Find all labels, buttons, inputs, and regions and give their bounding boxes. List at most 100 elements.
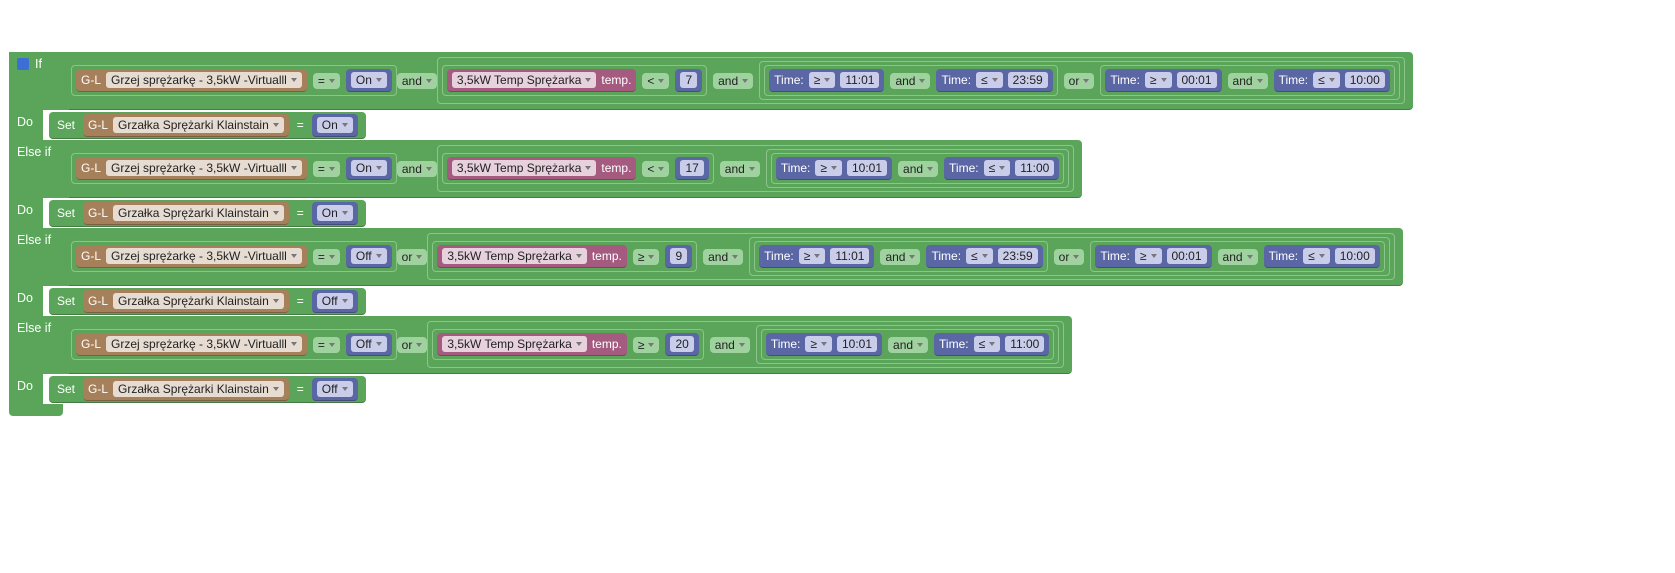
- state-value[interactable]: Off: [350, 248, 387, 264]
- logic-join[interactable]: and: [898, 160, 939, 177]
- logic-join[interactable]: and: [1217, 248, 1258, 265]
- sensor-name[interactable]: 3,5kW Temp Sprężarka: [442, 336, 587, 352]
- time-operator[interactable]: ≤: [1313, 72, 1340, 88]
- time-value[interactable]: 23:59: [1007, 72, 1048, 88]
- logic-join-text: or: [1068, 73, 1080, 88]
- time-operator[interactable]: ≥: [815, 160, 842, 176]
- logic-join-text: and: [885, 249, 906, 264]
- time-value[interactable]: 10:00: [1334, 248, 1375, 264]
- device-prefix: G-L: [81, 161, 102, 175]
- time-label: Time:: [764, 249, 794, 263]
- device-name-text: Grzałka Sprężarki Klainstain: [118, 381, 269, 396]
- sensor-compare: 3,5kW Temp Sprężarka temp. ≥20: [432, 329, 704, 360]
- time-operator[interactable]: ≥: [798, 248, 826, 264]
- time-value[interactable]: 00:01: [1166, 248, 1207, 264]
- time-operator[interactable]: ≥: [1134, 248, 1162, 264]
- sensor-operator[interactable]: <: [642, 160, 670, 177]
- time-value[interactable]: 11:01: [830, 248, 870, 264]
- device-name[interactable]: Grzałka Sprężarki Klainstain: [113, 380, 284, 397]
- logic-join[interactable]: and: [890, 72, 931, 89]
- time-operator[interactable]: ≤: [976, 72, 1003, 88]
- device-name[interactable]: Grzałka Sprężarki Klainstain: [113, 292, 284, 309]
- time-value-text: 00:01: [1171, 249, 1202, 263]
- condition: G-L Grzej sprężarkę - 3,5kW -Virtualll = On…: [69, 140, 1083, 198]
- logic-join[interactable]: or: [1053, 248, 1085, 265]
- time-operator[interactable]: ≥: [805, 336, 832, 352]
- state-value[interactable]: On: [350, 72, 387, 88]
- logic-join[interactable]: and: [888, 336, 929, 353]
- time-value[interactable]: 23:59: [997, 248, 1038, 264]
- settings-icon[interactable]: [17, 58, 29, 70]
- dropdown-arrow: [425, 166, 432, 171]
- dropdown-arrow: [814, 254, 821, 258]
- time-value[interactable]: 11:00: [1015, 160, 1055, 176]
- state-value[interactable]: Off: [316, 380, 353, 397]
- compare-operator[interactable]: =: [312, 160, 340, 177]
- device-name[interactable]: Grzej sprężarkę - 3,5kW -Virtualll: [106, 336, 302, 352]
- time-range: Time: ≥10:01 and Time: ≤11:00: [760, 329, 1055, 360]
- logic-join[interactable]: or: [396, 336, 428, 353]
- logic-join[interactable]: and: [1227, 72, 1268, 89]
- logic-join[interactable]: or: [396, 248, 428, 265]
- sensor-field: temp.: [591, 337, 622, 351]
- device-name[interactable]: Grzej sprężarkę - 3,5kW -Virtualll: [106, 248, 302, 264]
- sensor-operator[interactable]: <: [642, 72, 670, 89]
- sensor-name[interactable]: 3,5kW Temp Sprężarka: [442, 248, 587, 264]
- time-value[interactable]: 11:01: [840, 72, 880, 88]
- keyword-text: Do: [17, 115, 33, 129]
- dropdown-arrow: [648, 342, 655, 347]
- sensor-name[interactable]: 3,5kW Temp Sprężarka: [451, 72, 597, 88]
- state-value[interactable]: On: [316, 116, 353, 133]
- logic-join[interactable]: and: [396, 72, 437, 89]
- time-operator[interactable]: ≥: [1144, 72, 1172, 88]
- time-operator[interactable]: ≥: [808, 72, 836, 88]
- device-compare: G-L Grzej sprężarkę - 3,5kW -Virtualll = On: [71, 153, 397, 184]
- sensor-operator[interactable]: ≥: [632, 248, 660, 265]
- logic-join[interactable]: and: [880, 248, 921, 265]
- sensor-time-group: 3,5kW Temp Sprężarka temp. ≥9 and Time: ≥11:0…: [427, 233, 1395, 280]
- logic-join-text: or: [401, 337, 413, 352]
- device-name[interactable]: Grzej sprężarkę - 3,5kW -Virtualll: [106, 160, 302, 176]
- time-operator[interactable]: ≤: [966, 248, 993, 264]
- dropdown-arrow: [658, 78, 665, 83]
- dropdown-arrow: [981, 254, 988, 258]
- compare-operator[interactable]: =: [312, 72, 340, 89]
- state-block: Off: [311, 377, 358, 401]
- time-operator[interactable]: ≤: [1303, 248, 1330, 264]
- logic-join[interactable]: and: [396, 160, 437, 177]
- keyword-text: Do: [17, 379, 33, 393]
- logic-join[interactable]: and: [719, 160, 760, 177]
- time-value[interactable]: 10:00: [1344, 72, 1385, 88]
- device-name[interactable]: Grzałka Sprężarki Klainstain: [113, 116, 284, 133]
- sensor-name[interactable]: 3,5kW Temp Sprężarka: [451, 160, 597, 176]
- state-value[interactable]: Off: [316, 292, 353, 309]
- time-operator-text: ≥: [820, 161, 827, 175]
- time-operator[interactable]: ≤: [983, 160, 1011, 176]
- device-name[interactable]: Grzałka Sprężarki Klainstain: [113, 204, 284, 221]
- time-value[interactable]: 00:01: [1176, 72, 1217, 88]
- compare-operator[interactable]: =: [312, 336, 340, 353]
- logic-join[interactable]: and: [703, 248, 744, 265]
- dropdown-arrow: [648, 254, 655, 259]
- compare-operator[interactable]: =: [312, 248, 340, 265]
- time-value[interactable]: 10:01: [846, 160, 888, 176]
- logic-join[interactable]: and: [713, 72, 754, 89]
- time-value-text: 11:00: [1010, 337, 1040, 351]
- state-value[interactable]: On: [316, 204, 353, 221]
- dropdown-arrow: [341, 210, 348, 215]
- logic-join[interactable]: or: [1063, 72, 1095, 89]
- sensor-operator[interactable]: ≥: [632, 336, 660, 353]
- sensor-time-group: 3,5kW Temp Sprężarka temp. ≥20 and Time: ≥10:…: [427, 321, 1065, 368]
- time-operator[interactable]: ≤: [973, 336, 1001, 352]
- logic-join[interactable]: and: [709, 336, 750, 353]
- sensor-value: 7: [680, 72, 698, 88]
- dropdown-arrow: [830, 166, 837, 170]
- state-block: On: [345, 69, 392, 92]
- time-value[interactable]: 11:00: [1005, 336, 1045, 352]
- number-block: 20: [665, 333, 699, 356]
- compare-operator-text: =: [317, 73, 325, 88]
- state-value[interactable]: On: [350, 160, 387, 176]
- state-value[interactable]: Off: [350, 336, 387, 352]
- device-name[interactable]: Grzej sprężarkę - 3,5kW -Virtualll: [106, 72, 302, 88]
- time-value[interactable]: 10:01: [836, 336, 878, 352]
